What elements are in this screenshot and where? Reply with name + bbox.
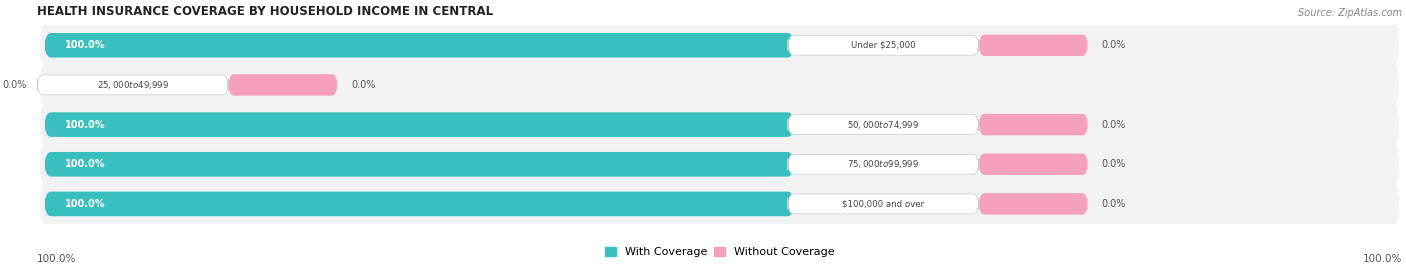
FancyBboxPatch shape <box>787 194 979 214</box>
FancyBboxPatch shape <box>787 154 979 174</box>
FancyBboxPatch shape <box>44 192 794 216</box>
FancyBboxPatch shape <box>787 115 979 134</box>
Text: 100.0%: 100.0% <box>37 253 77 264</box>
Text: 0.0%: 0.0% <box>1102 120 1126 130</box>
FancyBboxPatch shape <box>979 154 1088 175</box>
Text: $100,000 and over: $100,000 and over <box>842 199 924 208</box>
FancyBboxPatch shape <box>979 35 1088 56</box>
Text: Under $25,000: Under $25,000 <box>851 41 915 50</box>
Text: 0.0%: 0.0% <box>1 80 27 90</box>
FancyBboxPatch shape <box>39 97 1399 152</box>
FancyBboxPatch shape <box>39 176 1399 231</box>
FancyBboxPatch shape <box>44 112 794 137</box>
Text: 100.0%: 100.0% <box>65 159 105 169</box>
Text: 0.0%: 0.0% <box>1102 40 1126 50</box>
FancyBboxPatch shape <box>39 137 1399 192</box>
Text: 100.0%: 100.0% <box>65 40 105 50</box>
Text: 0.0%: 0.0% <box>352 80 375 90</box>
FancyBboxPatch shape <box>39 58 1399 112</box>
FancyBboxPatch shape <box>44 33 794 58</box>
FancyBboxPatch shape <box>979 193 1088 215</box>
Text: Source: ZipAtlas.com: Source: ZipAtlas.com <box>1298 8 1402 17</box>
Text: 100.0%: 100.0% <box>65 120 105 130</box>
FancyBboxPatch shape <box>228 74 337 96</box>
Text: 100.0%: 100.0% <box>1362 253 1402 264</box>
Text: HEALTH INSURANCE COVERAGE BY HOUSEHOLD INCOME IN CENTRAL: HEALTH INSURANCE COVERAGE BY HOUSEHOLD I… <box>37 5 494 17</box>
Text: 0.0%: 0.0% <box>1102 159 1126 169</box>
Text: $50,000 to $74,999: $50,000 to $74,999 <box>848 119 920 131</box>
Text: $75,000 to $99,999: $75,000 to $99,999 <box>848 158 920 170</box>
FancyBboxPatch shape <box>39 18 1399 73</box>
FancyBboxPatch shape <box>44 152 794 176</box>
Text: $25,000 to $49,999: $25,000 to $49,999 <box>97 79 169 91</box>
Text: 0.0%: 0.0% <box>1102 199 1126 209</box>
Legend: With Coverage, Without Coverage: With Coverage, Without Coverage <box>600 243 839 262</box>
FancyBboxPatch shape <box>979 114 1088 135</box>
Text: 100.0%: 100.0% <box>65 199 105 209</box>
FancyBboxPatch shape <box>787 35 979 55</box>
FancyBboxPatch shape <box>37 75 228 95</box>
